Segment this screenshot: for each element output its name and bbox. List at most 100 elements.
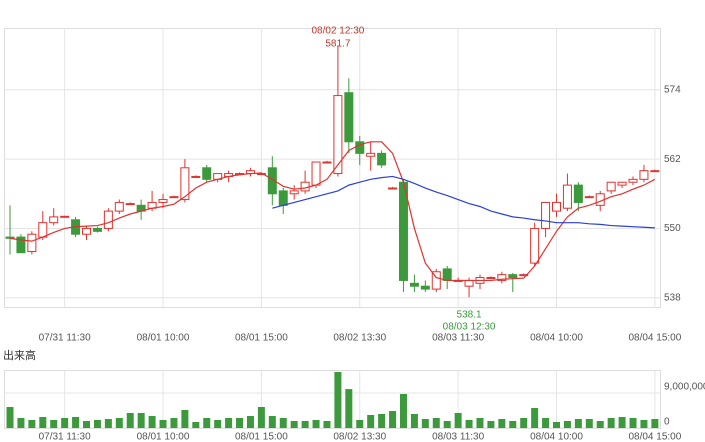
moving-average-line: [272, 175, 655, 229]
max-value-label: 581.7: [325, 39, 350, 50]
candle-body: [366, 152, 376, 157]
volume-bar: [137, 412, 145, 428]
volume-title: 出来高: [3, 348, 36, 362]
volume-bar: [476, 417, 484, 428]
candle-body: [617, 181, 627, 186]
candle-body: [180, 167, 190, 201]
volume-bar: [585, 419, 593, 428]
candle-body: [333, 95, 343, 175]
volume-bar: [443, 420, 451, 428]
max-time-label: 08/02 12:30: [311, 26, 364, 37]
candle-body: [114, 201, 124, 212]
x-tick-label: 08/02 13:30: [333, 333, 386, 344]
volume-bar: [498, 419, 506, 428]
volume-bar: [563, 420, 571, 428]
volume-bar: [214, 419, 222, 428]
volume-bar: [487, 420, 495, 428]
volume-bar: [542, 417, 550, 428]
candle-body: [552, 201, 561, 212]
candle-body: [355, 141, 365, 154]
x-tick-label: 08/01 10:00: [137, 333, 190, 344]
volume-bar: [378, 413, 386, 428]
volume-bar: [465, 419, 473, 428]
min-value-label: 538.1: [457, 310, 482, 321]
volume-bar: [104, 419, 112, 428]
volume-bar: [39, 416, 47, 428]
volume-bar: [367, 414, 375, 428]
x-tick-label: 07/31 11:30: [39, 333, 92, 344]
candle-body: [519, 274, 529, 277]
y-tick-label: 562: [664, 154, 681, 165]
x-tick-label: 08/04 10:00: [530, 432, 583, 442]
candle-body: [289, 190, 299, 195]
candle-body: [202, 167, 212, 180]
volume-bar: [148, 416, 156, 428]
min-time-label: 08/03 12:30: [443, 322, 496, 333]
candle-body: [530, 227, 540, 264]
volume-bar: [268, 416, 276, 428]
x-tick-label: 08/01 15:00: [235, 333, 288, 344]
volume-bar: [410, 413, 418, 428]
moving-average-line: [9, 141, 656, 282]
candle-body: [278, 190, 288, 206]
candle-body: [38, 222, 48, 238]
volume-bar: [236, 417, 244, 428]
volume-bar: [301, 420, 309, 428]
volume-bar: [225, 417, 233, 428]
candle-body: [82, 227, 92, 235]
candle-body: [300, 181, 310, 192]
candle-body: [27, 233, 37, 253]
candle-body: [5, 236, 15, 239]
candle-body: [191, 175, 201, 178]
volume-bar: [83, 420, 91, 428]
volume-bar: [126, 412, 134, 428]
volume-bar: [334, 371, 342, 428]
candle-body: [431, 271, 441, 290]
volume-bar: [421, 419, 429, 428]
volume-bar: [61, 417, 69, 428]
y-tick-label: 550: [664, 223, 681, 234]
x-tick-label: 08/03 11:30: [432, 333, 485, 344]
volume-bar: [651, 419, 659, 428]
volume-bar: [629, 417, 637, 428]
volume-bar: [170, 417, 178, 428]
candle-body: [650, 170, 660, 173]
volume-bar: [50, 419, 58, 428]
candle-body: [60, 215, 70, 218]
volume-bar: [17, 417, 25, 428]
candle-body: [388, 187, 398, 190]
volume-bar: [246, 416, 254, 428]
x-tick-label: 08/04 15:00: [628, 432, 681, 442]
volume-bar: [93, 419, 101, 428]
volume-bar: [323, 420, 331, 428]
volume-bar: [596, 420, 604, 428]
candle-body: [639, 170, 649, 180]
candle-body: [497, 274, 507, 281]
x-tick-label: 08/04 15:00: [628, 333, 681, 344]
candle-body: [562, 184, 572, 209]
y-tick-label: 574: [664, 84, 681, 95]
volume-bar: [115, 417, 123, 428]
volume-bar: [356, 419, 364, 428]
candle-body: [267, 167, 277, 195]
candle-body: [398, 181, 408, 281]
volume-bar: [607, 417, 615, 428]
candle-body: [92, 227, 102, 232]
candle-body: [628, 178, 638, 183]
volume-bar: [28, 419, 36, 428]
volume-bar: [640, 419, 648, 428]
volume-bar: [454, 412, 462, 428]
candle-body: [541, 201, 551, 229]
x-tick-label: 08/04 10:00: [530, 333, 583, 344]
volume-bar: [389, 410, 397, 428]
volume-bar: [432, 417, 440, 428]
x-tick-label: 07/31 11:30: [39, 432, 92, 442]
volume-bar: [279, 417, 287, 428]
candle-body: [344, 92, 354, 143]
volume-bar: [509, 420, 517, 428]
candle-body: [377, 152, 387, 166]
volume-bar: [159, 419, 167, 428]
volume-frame: [4, 370, 661, 429]
